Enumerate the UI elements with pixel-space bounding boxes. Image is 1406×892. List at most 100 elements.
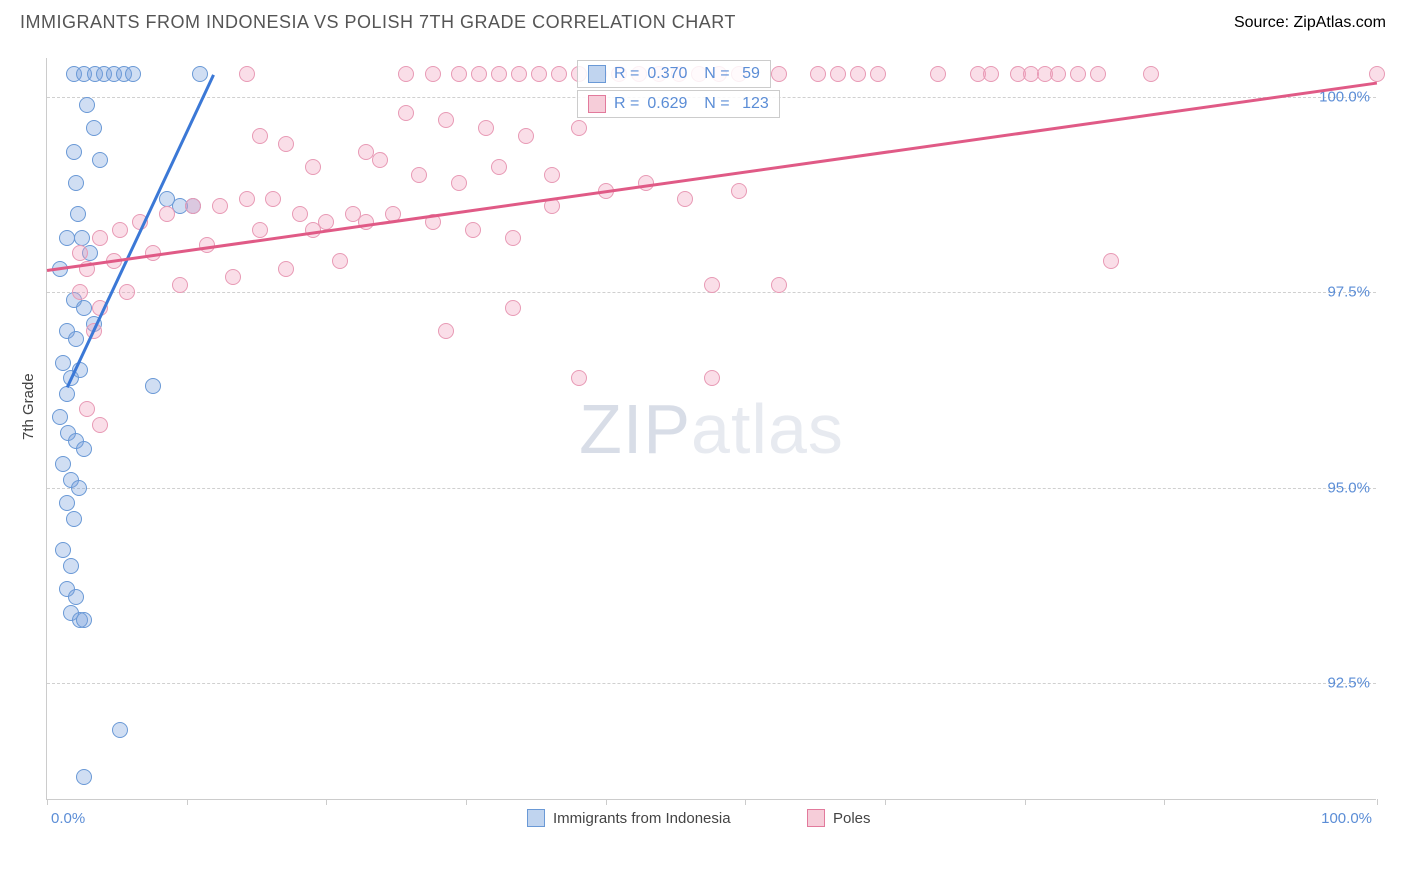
legend-swatch bbox=[527, 809, 545, 827]
legend-swatch bbox=[588, 65, 606, 83]
data-point bbox=[318, 214, 334, 230]
legend-stats-row: R = 0.629 N = 123 bbox=[577, 90, 780, 118]
x-tick bbox=[187, 799, 188, 805]
data-point bbox=[438, 323, 454, 339]
data-point bbox=[92, 152, 108, 168]
legend-n-label: N = bbox=[695, 95, 729, 113]
data-point bbox=[332, 253, 348, 269]
x-label-min: 0.0% bbox=[51, 810, 85, 827]
data-point bbox=[571, 370, 587, 386]
legend-n-label: N = bbox=[695, 65, 729, 83]
data-point bbox=[68, 175, 84, 191]
data-point bbox=[278, 136, 294, 152]
source-name: ZipAtlas.com bbox=[1294, 14, 1386, 31]
data-point bbox=[66, 511, 82, 527]
data-point bbox=[68, 589, 84, 605]
x-tick bbox=[47, 799, 48, 805]
source-prefix: Source: bbox=[1234, 14, 1294, 31]
data-point bbox=[239, 191, 255, 207]
data-point bbox=[265, 191, 281, 207]
data-point bbox=[850, 66, 866, 82]
legend-stats-row: R = 0.370 N = 59 bbox=[577, 60, 771, 88]
data-point bbox=[870, 66, 886, 82]
watermark: ZIPatlas bbox=[579, 389, 844, 469]
data-point bbox=[704, 277, 720, 293]
data-point bbox=[411, 167, 427, 183]
data-point bbox=[76, 441, 92, 457]
legend-series-name: Poles bbox=[833, 810, 871, 827]
data-point bbox=[830, 66, 846, 82]
data-point bbox=[505, 230, 521, 246]
data-point bbox=[1070, 66, 1086, 82]
data-point bbox=[86, 120, 102, 136]
data-point bbox=[1090, 66, 1106, 82]
data-point bbox=[425, 66, 441, 82]
data-point bbox=[465, 222, 481, 238]
watermark-bold: ZIP bbox=[579, 390, 691, 468]
data-point bbox=[438, 112, 454, 128]
legend-r-label: R = bbox=[614, 95, 639, 113]
data-point bbox=[731, 183, 747, 199]
data-point bbox=[66, 144, 82, 160]
legend-item: Poles bbox=[807, 809, 871, 827]
data-point bbox=[185, 198, 201, 214]
data-point bbox=[159, 206, 175, 222]
data-point bbox=[677, 191, 693, 207]
chart-source: Source: ZipAtlas.com bbox=[1234, 14, 1386, 32]
data-point bbox=[76, 300, 92, 316]
data-point bbox=[1369, 66, 1385, 82]
x-tick bbox=[885, 799, 886, 805]
data-point bbox=[212, 198, 228, 214]
x-tick bbox=[326, 799, 327, 805]
x-tick bbox=[745, 799, 746, 805]
legend-r-value: 0.629 bbox=[647, 95, 687, 113]
data-point bbox=[1103, 253, 1119, 269]
watermark-light: atlas bbox=[691, 390, 844, 468]
legend-n-value: 59 bbox=[738, 65, 760, 83]
data-point bbox=[511, 66, 527, 82]
legend-series-name: Immigrants from Indonesia bbox=[553, 810, 731, 827]
data-point bbox=[55, 456, 71, 472]
data-point bbox=[930, 66, 946, 82]
data-point bbox=[551, 66, 567, 82]
legend-r-label: R = bbox=[614, 65, 639, 83]
data-point bbox=[112, 722, 128, 738]
data-point bbox=[79, 97, 95, 113]
x-tick bbox=[466, 799, 467, 805]
data-point bbox=[810, 66, 826, 82]
gridline-h bbox=[47, 488, 1376, 489]
legend-swatch bbox=[807, 809, 825, 827]
data-point bbox=[125, 66, 141, 82]
data-point bbox=[491, 66, 507, 82]
data-point bbox=[59, 386, 75, 402]
data-point bbox=[112, 222, 128, 238]
data-point bbox=[1143, 66, 1159, 82]
data-point bbox=[491, 159, 507, 175]
data-point bbox=[398, 105, 414, 121]
data-point bbox=[278, 261, 294, 277]
y-tick-label: 92.5% bbox=[1327, 674, 1370, 691]
data-point bbox=[252, 128, 268, 144]
y-tick-label: 95.0% bbox=[1327, 479, 1370, 496]
data-point bbox=[505, 300, 521, 316]
data-point bbox=[74, 230, 90, 246]
data-point bbox=[192, 66, 208, 82]
data-point bbox=[305, 159, 321, 175]
data-point bbox=[478, 120, 494, 136]
data-point bbox=[451, 66, 467, 82]
data-point bbox=[771, 277, 787, 293]
data-point bbox=[59, 230, 75, 246]
legend-n-value: 123 bbox=[738, 95, 769, 113]
data-point bbox=[531, 66, 547, 82]
data-point bbox=[345, 206, 361, 222]
data-point bbox=[76, 769, 92, 785]
data-point bbox=[172, 277, 188, 293]
data-point bbox=[398, 66, 414, 82]
data-point bbox=[52, 409, 68, 425]
data-point bbox=[55, 355, 71, 371]
legend-r-value: 0.370 bbox=[647, 65, 687, 83]
legend-item: Immigrants from Indonesia bbox=[527, 809, 731, 827]
data-point bbox=[471, 66, 487, 82]
data-point bbox=[358, 144, 374, 160]
data-point bbox=[518, 128, 534, 144]
